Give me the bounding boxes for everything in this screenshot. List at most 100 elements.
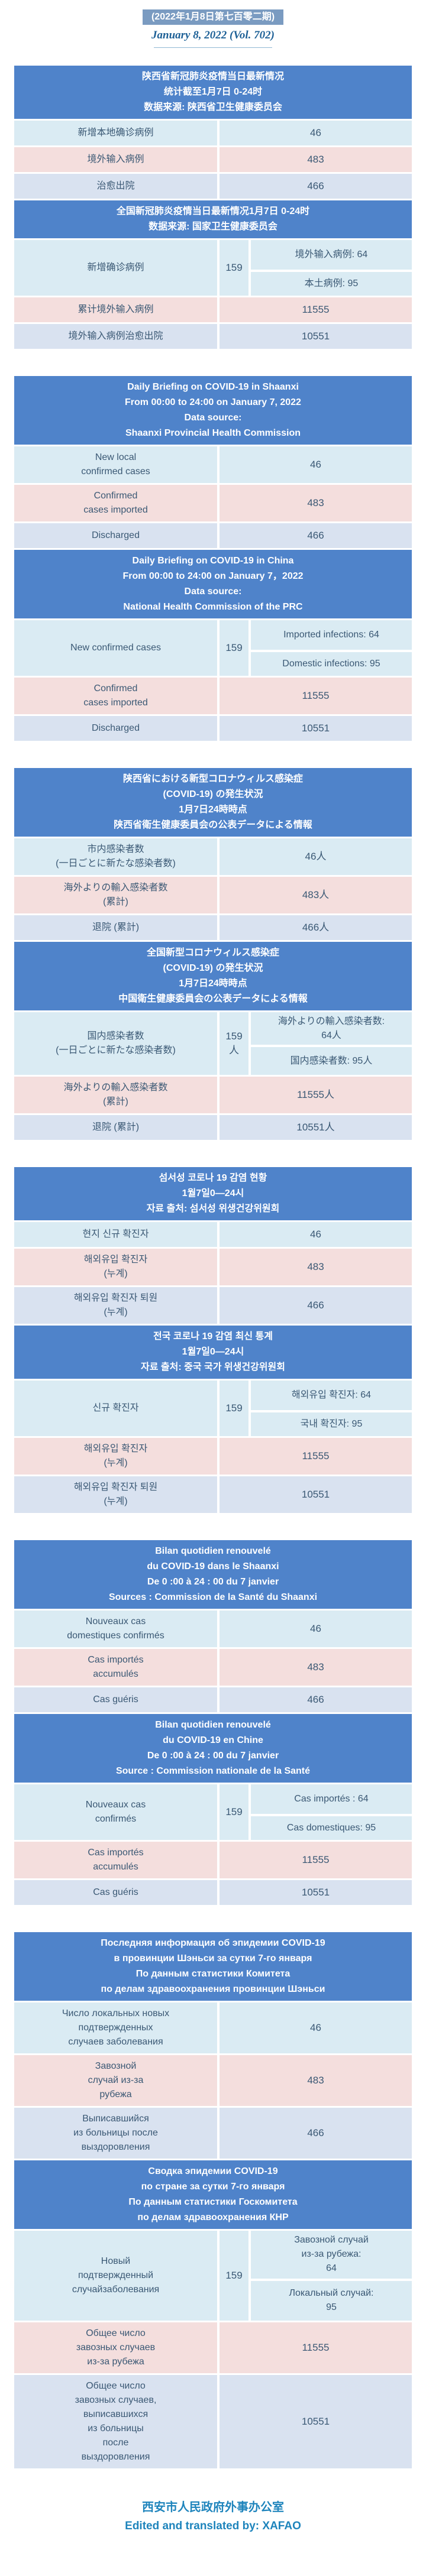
stat-label: 治愈出院 [14,174,217,199]
stat-breakdown-bottom: 국내 확진자: 95 [251,1412,412,1436]
stat-value: 46 [220,121,412,145]
stat-breakdown-bottom: Domestic infections: 95 [251,652,412,676]
label-line: 退院 (累計) [92,1122,140,1132]
banner-line: По данным статистики Госкомитета [128,2197,298,2207]
section-french: Bilan quotidien renouvelé du COVID-19 dan… [14,1540,412,1905]
stat-row: Cas importés accumulés 11555 [14,1842,412,1878]
breakdown-line: из-за рубежа: [301,2249,362,2260]
label-line: подтвержденный [78,2270,154,2280]
breakdown-line: Domestic infections: 95 [282,659,380,669]
label-line: (누계) [104,1496,128,1506]
stat-value: 466 [220,174,412,199]
label-line: 市内感染者数 [87,844,144,854]
banner-line: Сводка эпидемии COVID-19 [148,2166,278,2176]
breakdown-line: 64 [326,2263,337,2274]
label-line: 해외유입 확진자 퇴원 [73,1293,158,1303]
breakdown-line: 64人 [321,1030,341,1041]
banner-line: Daily Briefing on COVID-19 in China [132,556,294,566]
label-line: Cas guéris [93,1887,138,1897]
section-chinese: 陕西省新冠肺炎疫情当日最新情况 统计截至1月7日 0-24时 数据来源: 陕西省卫生… [14,66,412,349]
label-line: Число локальных новых [62,2008,170,2018]
label-line: завозных случаев [76,2342,156,2353]
stat-breakdown-top: 해외유입 확진자: 64 [251,1381,412,1410]
banner-line: Bilan quotidien renouvelé [155,1546,271,1556]
breakdown-line: Завозной случай [294,2235,369,2246]
stat-row: Confirmed cases imported 11555 [14,678,412,714]
breakdown-line: 95 [326,2302,337,2313]
stat-value: 10551 [220,1476,412,1513]
table-title-shaanxi: 섬서성 코로나 19 감염 현황 1월7일0—24시 자료 출처: 섬서성 위생건강… [14,1167,412,1220]
label-line: cases imported [83,505,148,515]
stat-breakdown: Imported infections: 64 Domestic infectio… [251,620,412,676]
stat-row: 境外输入病例治愈出院 10551 [14,324,412,349]
label-line: Discharged [92,530,140,540]
stat-row: Nouveaux cas domestiques confirmés 46 [14,1611,412,1647]
banner-line: По данным статистики Комитета [135,1969,291,1979]
stat-row: Выписавшийся из больницы после выздоровлен… [14,2108,412,2159]
label-line: Cas importés [88,1655,144,1665]
stat-breakdown-top: Cas importés : 64 [251,1784,412,1814]
label-line: 新增本地确诊病例 [78,128,154,138]
stat-label: 退院 (累計) [14,1115,217,1140]
label-line: Выписавшийся [82,2114,149,2124]
stat-breakdown-bottom: 本土病例: 95 [251,272,412,296]
stat-breakdown: 해외유입 확진자: 64 국내 확진자: 95 [251,1381,412,1436]
stat-value: 11555 [220,1438,412,1475]
stat-row: 海外よりの輸入感染者数 (累計) 11555人 [14,1077,412,1113]
masthead: (2022年1月8日第七百零二期) January 8, 2022 (Vol. … [0,9,426,48]
section-korean: 섬서성 코로나 19 감염 현황 1월7일0—24시 자료 출처: 섬서성 위생건강… [14,1167,412,1513]
stat-value: 483 [220,2055,412,2106]
label-line: New confirmed cases [70,643,161,653]
label-line: Confirmed [93,491,138,501]
stat-label: 해외유입 확진자 퇴원 (누계) [14,1287,217,1324]
stat-row: Общее число завозных случаев из-за рубежа 1… [14,2322,412,2373]
breakdown-line: Cas domestiques: 95 [286,1823,376,1833]
stat-row: Общее число завозных случаев, выписавшихся… [14,2375,412,2468]
label-line: рубежа [99,2089,132,2099]
stat-label: Общее число завозных случаев из-за рубежа [14,2322,217,2373]
stat-label: 해외유입 확진자 (누계) [14,1249,217,1285]
stat-value: 10551 [220,1880,412,1905]
label-line: (누계) [104,1269,128,1279]
stat-row: 境外输入病例 483 [14,147,412,172]
label-line: 累计境外输入病例 [78,304,154,315]
stat-row: Nouveaux cas confirmés 159 Cas importés : 6… [14,1784,412,1840]
banner-line: De 0 :00 à 24 : 00 du 7 janvier [147,1751,279,1761]
table-title-shaanxi: Daily Briefing on COVID-19 in Shaanxi Fro… [14,376,412,445]
banner-line: Sources : Commission de la Santé du Shaa… [108,1592,318,1602]
label-line: Nouveaux cas [85,1616,146,1626]
stat-row: New local confirmed cases 46 [14,446,412,483]
issue-number-badge: (2022年1月8日第七百零二期) [142,9,284,25]
breakdown-line: 국내 확진자: 95 [300,1419,363,1429]
breakdown-line: 海外よりの輸入感染者数: [277,1016,385,1026]
stat-value: 483人 [220,877,412,913]
label-line: Общее число [86,2381,146,2391]
stat-label: Cas importés accumulés [14,1842,217,1878]
stat-value: 46人 [220,838,412,875]
stat-label: 海外よりの輸入感染者数 (累計) [14,1077,217,1113]
table-title-shaanxi: 陕西省における新型コロナウィルス感染症 (COVID-19) の発生状況 1月7日2… [14,768,412,837]
banner-line: 陕西省衛生健康委員会の公表データによる情報 [114,820,312,830]
stat-label: Cas guéris [14,1687,217,1712]
label-line: Завозной [95,2061,137,2071]
banner-line: 全国新型コロナウィルス感染症 [146,948,279,958]
stat-row: Confirmed cases imported 483 [14,485,412,521]
table-title-national: 全国新型コロナウィルス感染症 (COVID-19) の発生状況 1月7日24時時点中… [14,942,412,1010]
stat-value: 46 [220,446,412,483]
stat-row: Cas guéris 10551 [14,1880,412,1905]
label-line: 境外输入病例治愈出院 [68,331,163,341]
label-line: Новый [101,2256,131,2266]
stat-label: 新增确诊病例 [14,240,217,296]
stat-breakdown: Cas importés : 64 Cas domestiques: 95 [251,1784,412,1840]
label-line: 海外よりの輸入感染者数 [63,883,168,893]
banner-line: 统计截至1月7日 0-24时 [163,87,263,97]
table-title-national: Daily Briefing on COVID-19 in China From … [14,550,412,618]
breakdown-line: 本土病例: 95 [304,278,359,289]
stat-label: Nouveaux cas domestiques confirmés [14,1611,217,1647]
label-line: из больницы после [73,2128,158,2138]
stat-total: 159 [220,2231,248,2321]
stat-label: 해외유입 확진자 퇴원 (누계) [14,1476,217,1513]
stat-label: Cas importés accumulés [14,1649,217,1686]
stat-label: Завозной случай из-за рубежа [14,2055,217,2106]
